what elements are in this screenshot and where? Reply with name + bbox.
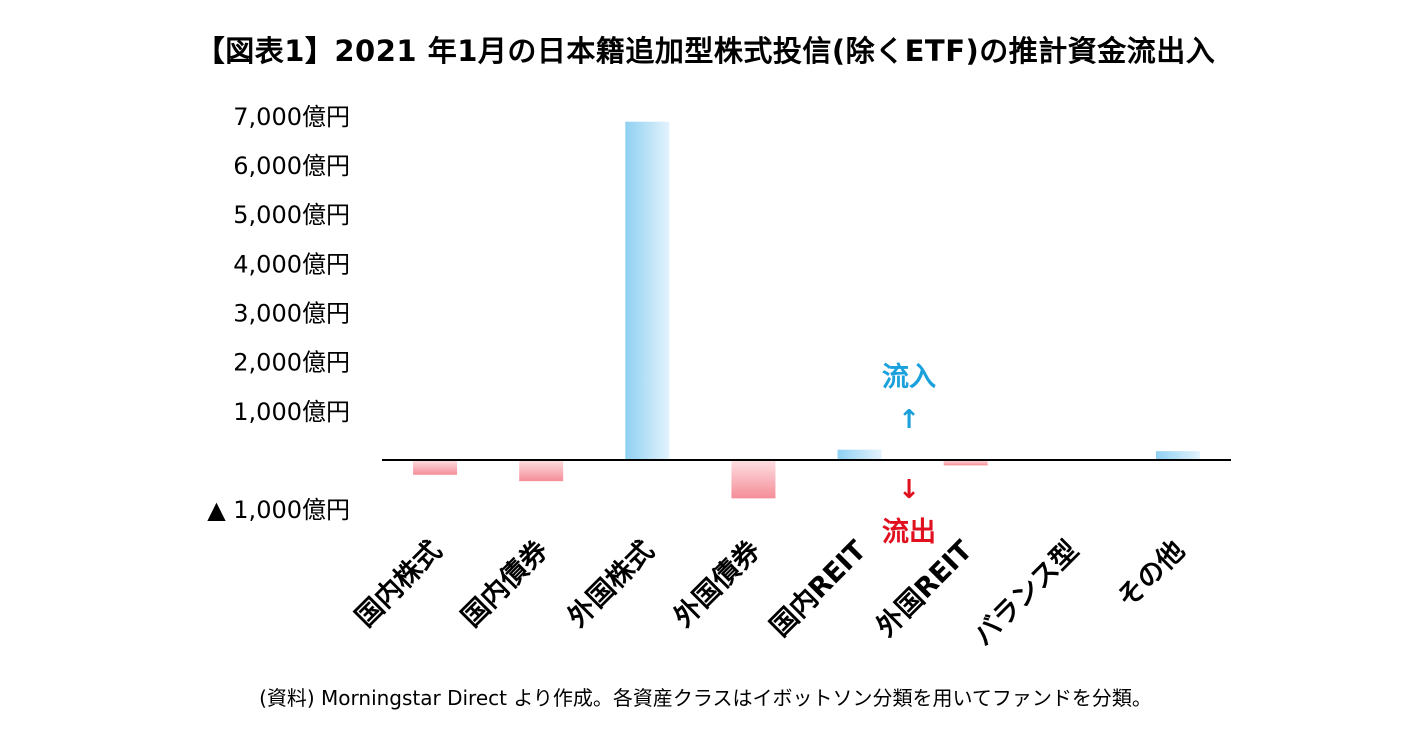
y-tick-label: 4,000億円 [233,250,350,278]
flow-annotation: 流入 ↑ ↓ 流出 [882,362,936,548]
bar-2 [519,460,564,482]
y-tick-label: 1,000億円 [233,398,350,426]
x-tick-label: 外国REIT [871,535,979,643]
bar-1 [413,460,458,475]
x-tick-label: 外国株式 [562,535,660,633]
y-tick-label: ▲ 1,000億円 [207,496,350,524]
outflow-label: 流出 [882,517,936,548]
y-tick-label: 5,000億円 [233,201,350,229]
bar-4 [731,460,776,499]
y-tick-label: 2,000億円 [233,349,350,377]
inflow-label: 流入 [882,362,936,393]
x-tick-label: その他 [1112,535,1191,614]
bar-3 [625,121,670,461]
bars [413,121,1200,499]
inflow-arrow-icon: ↑ [898,405,920,435]
x-tick-label: 国内債券 [455,534,555,634]
source-note: (資料) Morningstar Direct より作成。各資産クラスはイボット… [259,686,1152,710]
bar-8 [1155,451,1200,460]
x-tick-label: 国内REIT [765,535,873,643]
x-tick-label: 外国債券 [667,534,767,634]
x-tick-label: バランス型 [968,535,1085,652]
y-tick-label: 7,000億円 [233,103,350,131]
bar-6 [943,460,988,466]
y-axis-ticks: ▲ 1,000億円 1,000億円 2,000億円 3,000億円 4,000億円 5,0… [207,103,350,524]
y-tick-label: 3,000億円 [233,299,350,327]
outflow-arrow-icon: ↓ [898,475,920,505]
x-tick-label: 国内株式 [350,535,448,633]
bar-5 [837,449,882,460]
y-tick-label: 6,000億円 [233,152,350,180]
chart-title: 【図表1】2021 年1月の日本籍追加型株式投信(除くETF)の推計資金流出入 [195,34,1216,68]
